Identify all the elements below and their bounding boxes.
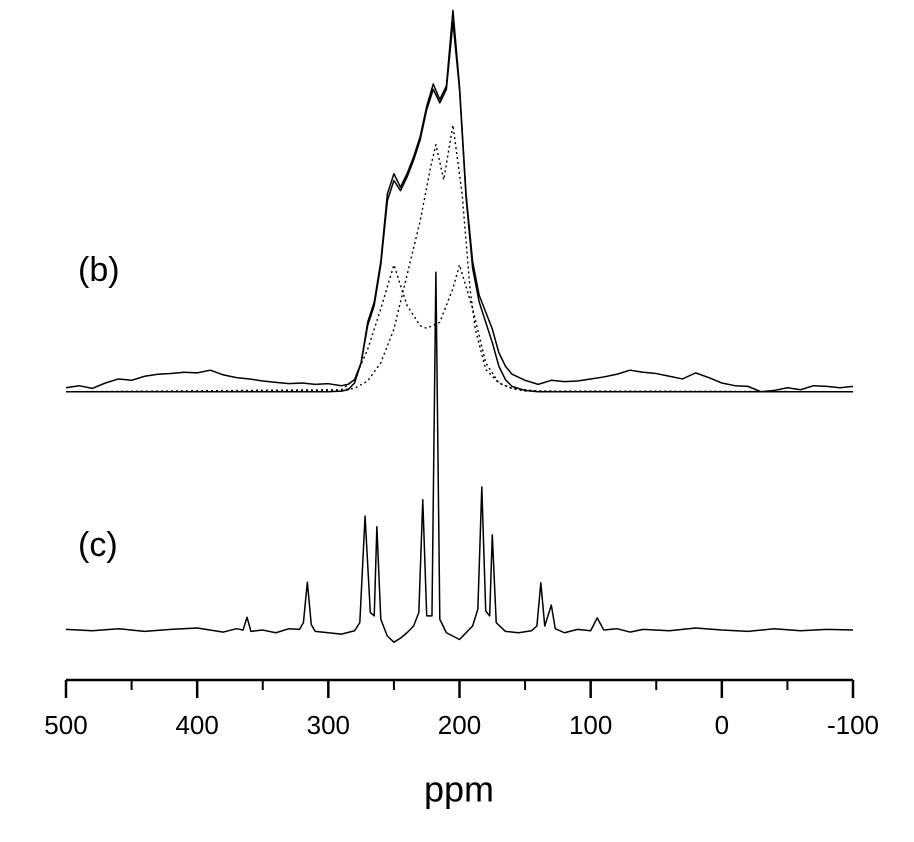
x-tick-label: -100 [827,710,879,740]
spectrum-line [65,124,854,393]
x-tick-label: 100 [569,710,612,740]
spectrum-line [65,264,854,393]
spectrum-line [65,9,854,393]
x-tick-label: 0 [715,710,729,740]
x-axis-label: ppm [424,769,494,810]
spectrum-line [65,271,854,643]
x-tick-label: 400 [175,710,218,740]
x-tick-label: 300 [307,710,350,740]
annotation: (b) [78,251,120,289]
annotation: (c) [78,526,118,564]
x-tick-label: 200 [438,710,481,740]
spectrum-line [66,21,853,393]
x-tick-label: 500 [44,710,87,740]
